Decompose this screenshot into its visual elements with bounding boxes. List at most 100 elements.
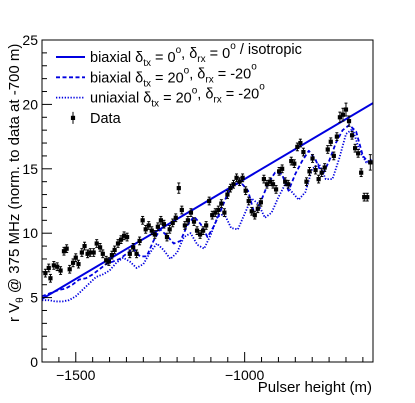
data-point (112, 245, 117, 255)
data-marker (97, 245, 103, 250)
data-point (176, 182, 181, 194)
data-point (188, 208, 194, 217)
data-marker (43, 271, 48, 276)
data-marker (349, 133, 355, 138)
legend-label: Data (90, 111, 122, 127)
data-marker (234, 175, 239, 180)
data-point (146, 221, 151, 230)
data-marker (46, 265, 51, 271)
legend-label-part: tx (143, 58, 151, 69)
data-marker (319, 170, 324, 175)
data-point (58, 266, 63, 275)
legend-label: biaxial δtx = 0o, δrx = 0o / isotropic (90, 41, 302, 69)
data-point (46, 263, 51, 273)
legend-label-part: rx (213, 95, 221, 106)
data-marker (146, 223, 151, 228)
data-point (343, 102, 349, 117)
data-point (307, 167, 312, 176)
data-marker (277, 169, 282, 174)
data-point (356, 148, 361, 158)
data-marker (243, 188, 248, 193)
data-point (55, 262, 60, 272)
legend-label-part: Data (90, 111, 122, 127)
data-marker (197, 232, 203, 237)
y-tick-label: 5 (30, 290, 38, 306)
plot-clip-group (42, 102, 373, 303)
data-point (292, 159, 297, 169)
data-marker (280, 166, 285, 171)
data-point (222, 208, 227, 217)
data-marker (76, 262, 81, 267)
data-point (191, 217, 197, 226)
data-marker (325, 147, 330, 152)
data-marker (140, 218, 145, 223)
data-point (328, 137, 333, 147)
data-point (70, 258, 76, 268)
data-point (319, 168, 324, 178)
data-marker (365, 195, 370, 200)
data-marker (328, 139, 333, 144)
data-point (137, 236, 142, 246)
data-point (127, 249, 132, 259)
data-point (100, 249, 105, 259)
legend-label-part: = 0 (206, 46, 231, 62)
data-point (104, 255, 109, 265)
data-marker (161, 222, 167, 227)
data-marker (362, 195, 367, 200)
data-marker (149, 228, 154, 233)
data-point (337, 111, 342, 123)
legend-label-part: = 20 (151, 70, 184, 86)
data-marker (301, 149, 306, 155)
data-marker (70, 260, 76, 265)
data-marker (88, 250, 93, 255)
y-tick-label: 25 (22, 32, 38, 48)
data-point (94, 239, 99, 248)
data-marker (179, 207, 184, 213)
data-point (134, 249, 139, 259)
legend-label: biaxial δtx = 20o, δrx = -20o (90, 61, 257, 89)
data-marker (104, 258, 109, 263)
data-point (301, 147, 306, 157)
data-point (286, 179, 291, 189)
data-marker (106, 259, 111, 264)
x-axis-title: Pulser height (m) (258, 379, 372, 396)
data-marker (298, 140, 303, 146)
data-marker (170, 220, 175, 225)
data-point (365, 192, 370, 202)
data-point (252, 210, 257, 220)
data-point (167, 224, 172, 234)
legend-label-part: = 20 (159, 91, 192, 107)
data-marker (255, 206, 260, 211)
y-axis-title: r Vθ @ 375 MHz (norm. to data at -700 m) (6, 44, 26, 322)
data-point (334, 132, 339, 141)
data-marker (182, 223, 187, 228)
data-point (179, 205, 184, 215)
data-marker (295, 144, 300, 150)
data-marker (368, 160, 373, 165)
legend-label-part: o (230, 41, 236, 52)
data-marker (343, 107, 349, 112)
data-marker (334, 134, 339, 139)
data-point (316, 174, 321, 184)
data-marker (115, 241, 121, 246)
data-point (225, 190, 230, 199)
data-marker (322, 165, 327, 170)
legend-entry-biaxial: biaxial δtx = 20o, δrx = -20o (56, 61, 257, 89)
data-marker (127, 251, 132, 256)
data-marker (289, 158, 294, 164)
data-marker (185, 218, 191, 223)
data-marker (143, 227, 148, 232)
data-marker (258, 200, 263, 205)
data-point (164, 232, 170, 242)
data-point (51, 261, 56, 270)
data-point (140, 215, 145, 225)
data-point (304, 177, 309, 187)
data-marker (176, 186, 181, 191)
data-point (88, 248, 93, 257)
data-marker (191, 219, 197, 224)
data-point (322, 163, 327, 172)
legend-label-part: uniaxial δ (90, 91, 151, 107)
y-tick-label: 10 (22, 225, 38, 241)
data-point (219, 199, 224, 208)
data-marker (137, 238, 142, 244)
